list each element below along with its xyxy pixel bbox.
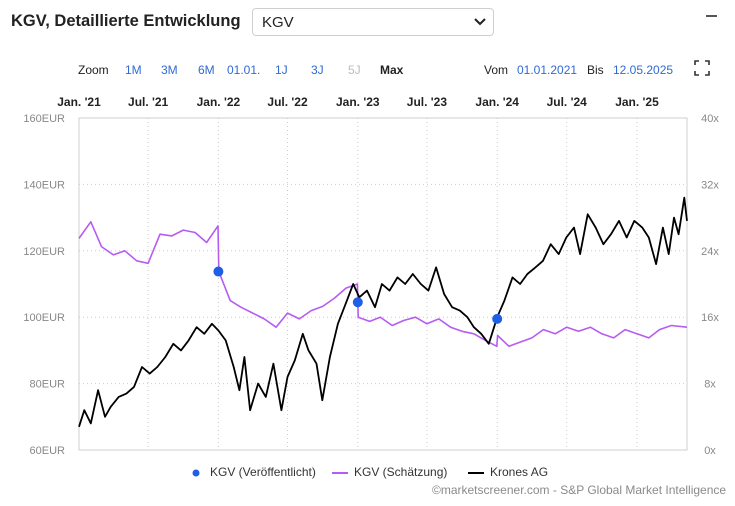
legend-item-estimate[interactable]: KGV (Schätzung) [332, 465, 447, 479]
source-credit: ©marketscreener.com - S&P Global Market … [432, 483, 727, 497]
plot-frame [78, 117, 688, 451]
top-time-tick-label: Jul. '22 [267, 95, 308, 109]
published-kgv-point[interactable] [213, 266, 224, 277]
y-left-tick-label: 120EUR [23, 246, 65, 258]
minimize-icon[interactable] [706, 15, 717, 17]
top-time-tick-label: Jan. '24 [475, 95, 519, 109]
published-kgv-point[interactable] [352, 297, 363, 308]
y-left-tick-label: 60EUR [30, 445, 66, 457]
range-to-label: Bis [587, 63, 604, 77]
published-kgv-point[interactable] [492, 313, 503, 324]
y-right-tick-label: 24x [701, 246, 719, 258]
y-left-tick-label: 80EUR [30, 379, 66, 391]
zoom-button-3j[interactable]: 3J [311, 63, 324, 77]
y-right-tick-label: 8x [704, 379, 716, 391]
y-left-tick-label: 160EUR [23, 113, 65, 125]
legend-marker-published [192, 469, 200, 477]
zoom-button-1m[interactable]: 1M [125, 63, 142, 77]
legend-item-price[interactable]: Krones AG [468, 465, 548, 479]
top-time-tick-label: Jul. '23 [406, 95, 448, 109]
metric-select-value: KGV [262, 14, 294, 31]
chart-title: KGV, Detaillierte Entwicklung [11, 12, 241, 30]
zoom-button-3m[interactable]: 3M [161, 63, 178, 77]
zoom-button-5j: 5J [348, 63, 361, 77]
zoom-button-ytd[interactable]: 01.01. [227, 63, 261, 77]
zoom-label: Zoom [78, 63, 109, 77]
legend-label-estimate: KGV (Schätzung) [354, 465, 448, 479]
series-line-estimate [78, 221, 688, 348]
metric-select[interactable]: KGV [252, 8, 494, 36]
range-from-label: Vom [484, 63, 509, 77]
top-time-tick-label: Jul. '24 [546, 95, 587, 109]
y-right-tick-label: 0x [704, 445, 716, 457]
top-time-tick-label: Jul. '21 [128, 95, 169, 109]
legend-marker-price [468, 471, 484, 474]
top-time-tick-label: Jan. '23 [336, 95, 380, 109]
fullscreen-icon[interactable] [694, 60, 710, 76]
y-left-tick-label: 140EUR [23, 179, 65, 191]
series-line-krones [78, 196, 688, 428]
legend-label-published: KGV (Veröffentlicht) [210, 465, 316, 479]
top-time-tick-label: Jan. '22 [196, 95, 241, 109]
zoom-button-1j[interactable]: 1J [275, 63, 288, 77]
legend-item-published[interactable]: KGV (Veröffentlicht) [192, 465, 316, 479]
zoom-button-6m[interactable]: 6M [198, 63, 215, 77]
range-from-input[interactable]: 01.01.2021 [517, 63, 578, 77]
y-right-tick-label: 16x [701, 312, 719, 324]
y-right-tick-label: 32x [701, 179, 719, 191]
range-to-input[interactable]: 12.05.2025 [613, 63, 674, 77]
legend-marker-estimate [332, 471, 348, 474]
y-right-tick-label: 40x [701, 113, 719, 125]
legend-label-price: Krones AG [490, 465, 549, 479]
chevron-down-icon [474, 18, 486, 26]
zoom-button-max[interactable]: Max [380, 63, 404, 77]
top-time-tick-label: Jan. '21 [57, 95, 101, 109]
top-time-tick-label: Jan. '25 [615, 95, 659, 109]
y-left-tick-label: 100EUR [23, 312, 65, 324]
